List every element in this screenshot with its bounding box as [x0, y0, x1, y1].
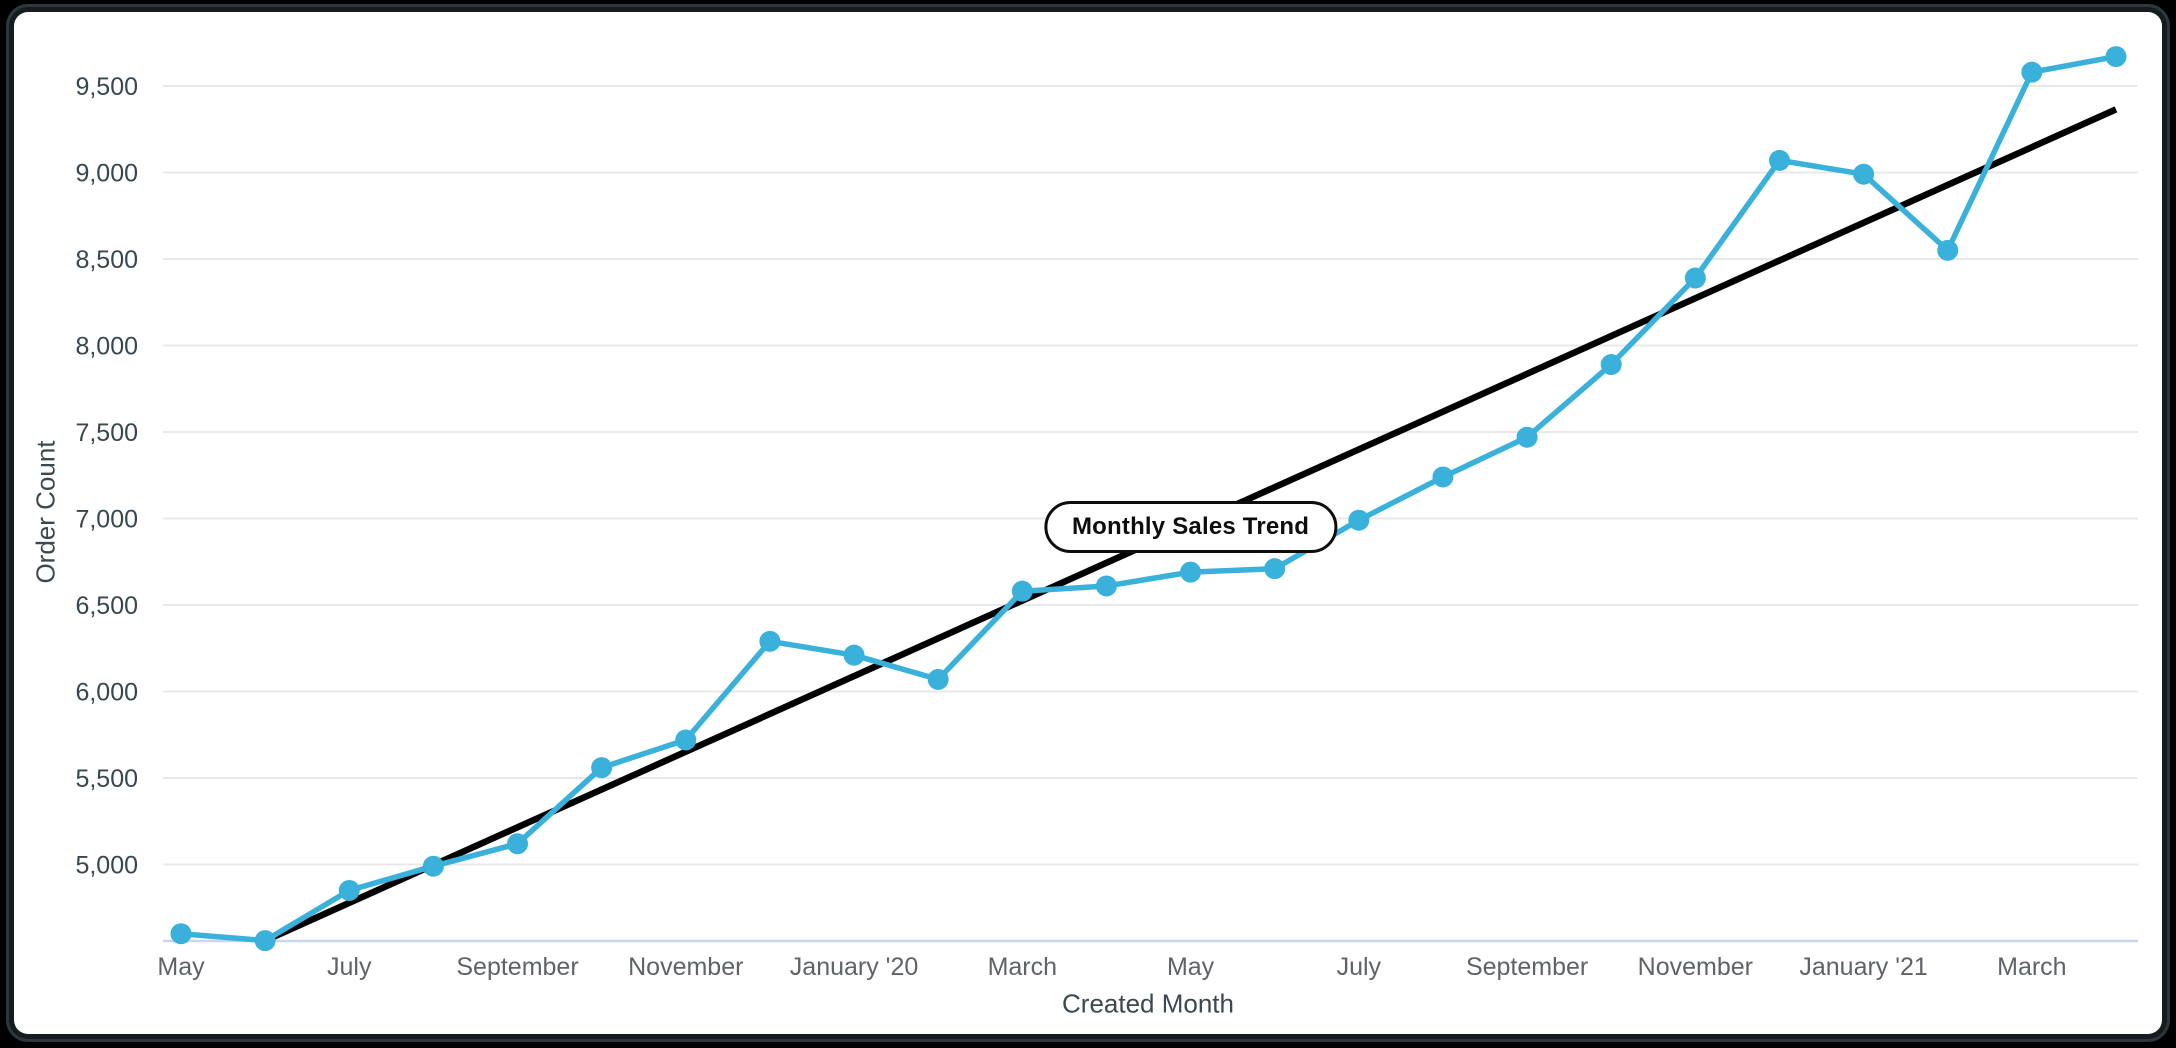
y-tick-label: 8,000: [75, 333, 138, 361]
data-point[interactable]: [1853, 163, 1875, 185]
x-tick-label: July: [1337, 953, 1382, 981]
y-tick-label: 5,000: [75, 852, 138, 880]
y-tick-label: 5,500: [75, 765, 138, 793]
x-tick-label: July: [327, 953, 372, 981]
x-tick-label: January '20: [790, 953, 918, 981]
data-point[interactable]: [338, 879, 360, 901]
y-tick-label: 6,500: [75, 592, 138, 620]
y-axis-title: Order Count: [30, 440, 61, 584]
x-tick-label: May: [157, 953, 205, 981]
y-tick-label: 9,500: [75, 73, 138, 101]
y-tick-label: 8,500: [75, 246, 138, 274]
data-point[interactable]: [1264, 558, 1286, 580]
x-tick-label: March: [1997, 953, 2066, 981]
data-point[interactable]: [1600, 354, 1622, 376]
x-tick-label: January '21: [1799, 953, 1927, 981]
data-point[interactable]: [927, 668, 949, 690]
data-point[interactable]: [1937, 239, 1959, 261]
data-point[interactable]: [2021, 61, 2043, 83]
x-tick-label: September: [456, 953, 578, 981]
sales-line: [178, 53, 2119, 944]
x-tick-label: November: [628, 953, 743, 981]
x-tick-label: November: [1638, 953, 1753, 981]
data-point[interactable]: [759, 630, 781, 652]
chart-title-text: Monthly Sales Trend: [1071, 513, 1310, 541]
data-point[interactable]: [2105, 46, 2127, 68]
data-point[interactable]: [1180, 561, 1202, 583]
data-point[interactable]: [591, 757, 613, 779]
data-point[interactable]: [1684, 267, 1706, 289]
x-tick-label: March: [988, 953, 1057, 981]
x-tick-label: May: [1167, 953, 1215, 981]
x-axis-title: Created Month: [1062, 988, 1234, 1019]
data-point[interactable]: [1348, 509, 1370, 531]
data-point[interactable]: [1432, 466, 1454, 488]
data-point[interactable]: [1095, 575, 1117, 597]
data-point[interactable]: [170, 923, 192, 945]
x-tick-label: September: [1466, 953, 1588, 981]
data-point[interactable]: [675, 729, 697, 751]
data-point[interactable]: [1768, 149, 1790, 171]
chart-title-badge: Monthly Sales Trend: [1043, 501, 1338, 554]
y-tick-label: 7,500: [75, 419, 138, 447]
data-point[interactable]: [507, 833, 529, 855]
y-tick-label: 6,000: [75, 679, 138, 707]
data-point[interactable]: [254, 930, 276, 952]
y-tick-label: 7,000: [75, 506, 138, 534]
data-point[interactable]: [1011, 580, 1033, 602]
data-point[interactable]: [1516, 426, 1538, 448]
data-point[interactable]: [422, 855, 444, 877]
data-point[interactable]: [843, 644, 865, 666]
y-tick-label: 9,000: [75, 160, 138, 188]
